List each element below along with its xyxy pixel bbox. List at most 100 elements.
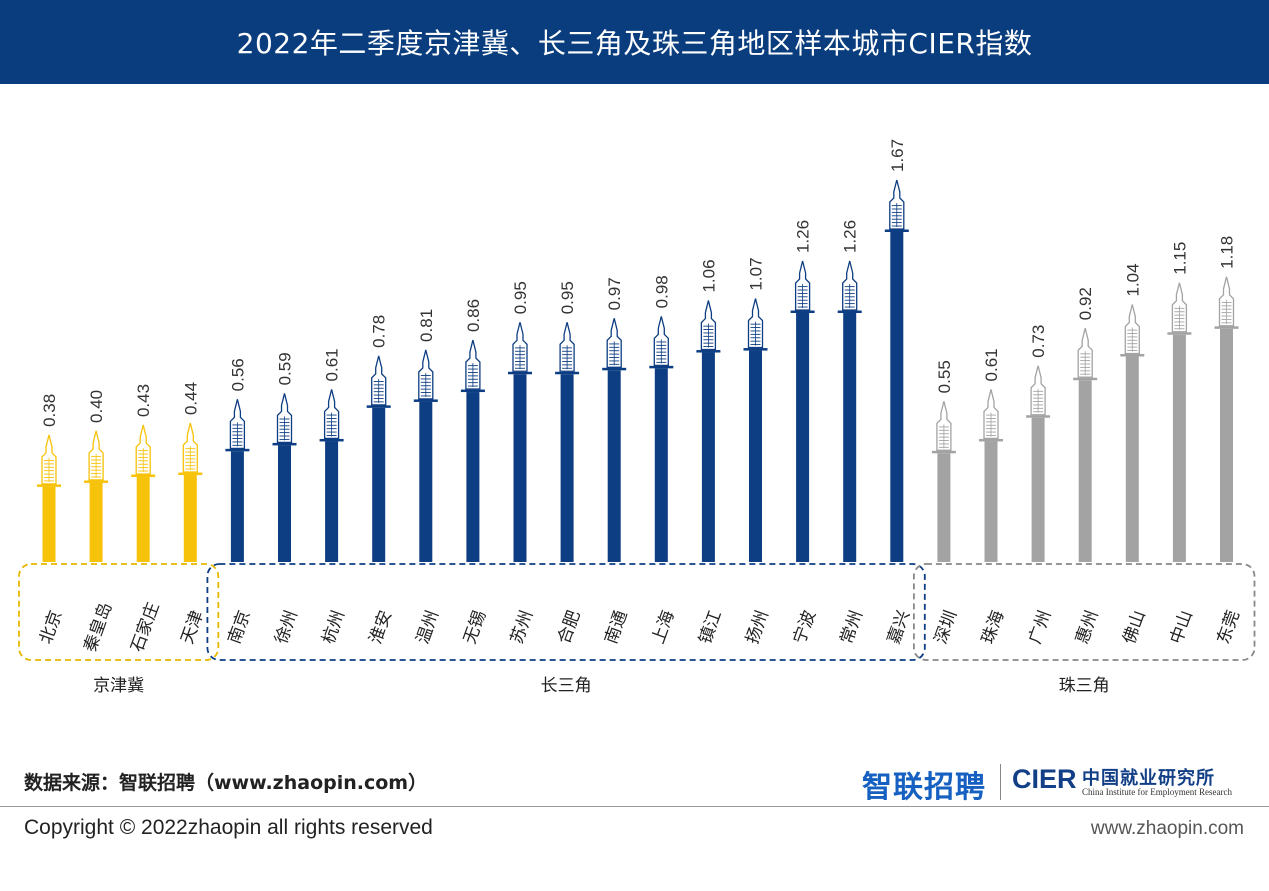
city-label: 惠州: [1072, 608, 1102, 647]
bar-温州: [419, 401, 433, 562]
value-label: 0.43: [134, 384, 153, 417]
value-label: 0.86: [464, 299, 483, 332]
city-label: 徐州: [272, 608, 302, 647]
city-label: 北京: [36, 608, 66, 647]
value-label: 1.67: [888, 139, 907, 172]
group-label: 京津冀: [93, 676, 144, 696]
bar-collar: [743, 348, 768, 351]
value-label: 1.18: [1218, 236, 1237, 269]
bar-秦皇岛: [89, 482, 103, 562]
city-label: 广州: [1025, 608, 1055, 647]
city-label: 天津: [177, 608, 207, 647]
city-label: 合肥: [554, 608, 584, 647]
city-label: 南通: [601, 608, 631, 647]
bar-collar: [884, 229, 909, 232]
city-label: 东莞: [1214, 608, 1244, 647]
bar-collar: [84, 480, 109, 483]
group-box-珠三角: [913, 563, 1256, 661]
value-label: 0.55: [935, 360, 954, 393]
value-label: 0.81: [417, 309, 436, 342]
bar-collar: [460, 389, 485, 393]
city-label: 上海: [648, 608, 678, 647]
city-label: 苏州: [507, 608, 537, 647]
bar-collar: [37, 484, 61, 487]
value-label: 1.06: [699, 259, 718, 292]
bar-石家庄: [136, 477, 150, 562]
value-label: 0.95: [558, 281, 577, 314]
value-label: 1.07: [747, 257, 766, 290]
bar-collar: [178, 472, 203, 476]
value-label: 0.97: [605, 277, 624, 310]
city-label: 深圳: [931, 608, 961, 647]
city-label: 宁波: [790, 608, 820, 647]
value-label: 0.56: [228, 358, 247, 391]
city-label: 珠海: [978, 608, 1008, 647]
cier-logo: CIER: [1012, 764, 1077, 794]
value-label: 0.40: [87, 390, 106, 423]
cier-logo-english: China Institute for Employment Research: [1082, 787, 1232, 797]
value-label: 0.78: [370, 315, 389, 348]
bar-collar: [1073, 377, 1098, 381]
city-label: 温州: [413, 608, 443, 647]
bar-广州: [1031, 417, 1045, 562]
bar-collar: [1120, 353, 1145, 357]
website-link[interactable]: www.zhaopin.com: [1090, 818, 1244, 839]
bar-苏州: [513, 374, 527, 562]
group-box-京津冀: [18, 563, 220, 661]
group-label: 长三角: [541, 676, 592, 696]
bar-collar: [602, 367, 627, 371]
bar-collar: [225, 448, 250, 452]
value-label: 1.26: [794, 220, 813, 253]
value-label: 0.61: [323, 348, 342, 381]
bar-collar: [272, 442, 297, 446]
bar-collar: [931, 450, 956, 454]
bar-collar: [508, 371, 532, 375]
bar-无锡: [466, 392, 480, 562]
footer-divider: [0, 806, 1269, 807]
bar-扬州: [749, 350, 762, 562]
logo-divider: [1000, 764, 1001, 800]
copyright: Copyright © 2022zhaopin all rights reser…: [24, 816, 433, 839]
bar-南通: [607, 370, 621, 562]
value-label: 0.38: [40, 394, 59, 427]
group-box-长三角: [206, 563, 926, 661]
value-label: 0.92: [1076, 287, 1095, 320]
city-label: 常州: [837, 608, 867, 647]
bar-collar: [837, 310, 862, 314]
bar-嘉兴: [890, 232, 904, 562]
bar-collar: [413, 399, 438, 402]
group-label: 珠三角: [1059, 676, 1110, 696]
bar-深圳: [937, 453, 951, 562]
city-label: 嘉兴: [884, 608, 914, 647]
city-label: 秦皇岛: [80, 600, 116, 655]
bar-常州: [843, 313, 857, 562]
bar-宁波: [796, 313, 810, 562]
city-label: 淮安: [366, 608, 396, 647]
bar-合肥: [560, 374, 574, 562]
bar-collar: [1026, 415, 1051, 418]
value-label: 0.61: [982, 348, 1001, 381]
bar-collar: [555, 371, 580, 375]
logos: 智联招聘 CIER 中国就业研究所 China Institute for Em…: [862, 758, 1252, 806]
city-label: 中山: [1166, 608, 1196, 647]
bar-徐州: [278, 445, 291, 562]
bar-collar: [319, 438, 344, 442]
bar-collar: [1167, 332, 1192, 335]
value-label: 1.26: [841, 220, 860, 253]
city-label: 扬州: [743, 608, 773, 647]
city-label: 佛山: [1119, 608, 1149, 647]
bar-collar: [790, 310, 815, 314]
bar-中山: [1172, 334, 1186, 562]
bar-镇江: [701, 352, 715, 562]
bar-珠海: [984, 441, 998, 562]
city-label: 南京: [224, 608, 254, 647]
value-label: 1.04: [1123, 263, 1142, 296]
bar-collar: [979, 438, 1003, 442]
bar-东莞: [1220, 328, 1233, 562]
value-label: 0.44: [181, 382, 200, 415]
bar-佛山: [1125, 356, 1139, 562]
page-title-bar: 2022年二季度京津冀、长三角及珠三角地区样本城市CIER指数: [0, 0, 1269, 84]
value-label: 0.95: [511, 281, 530, 314]
bar-collar: [366, 405, 391, 408]
bar-杭州: [325, 441, 339, 562]
